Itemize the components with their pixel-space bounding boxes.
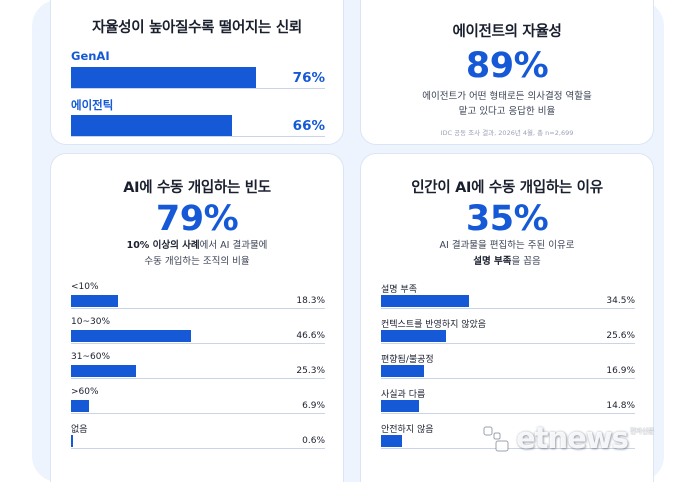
row-label: 10~30% xyxy=(71,317,110,327)
row-baseline xyxy=(381,308,635,309)
row-baseline xyxy=(71,308,325,309)
row-baseline xyxy=(381,413,635,414)
description-bold: 10% 이상의 사례 xyxy=(126,240,200,251)
row-baseline xyxy=(71,343,325,344)
row-label: 사실과 다름 xyxy=(381,390,426,400)
row-value: 25.6% xyxy=(606,331,635,341)
row-label: 없음 xyxy=(71,425,88,435)
bar-label: GenAI xyxy=(71,49,110,63)
description-line-1: 에이전트가 어떤 형태로든 의사결정 역할을 xyxy=(422,91,592,102)
etnews-watermark: etnews 전자신문 xyxy=(482,419,667,459)
row-label: 설명 부족 xyxy=(381,285,417,295)
description-line-2: 수동 개입하는 조직의 비율 xyxy=(144,256,250,267)
description-line-1: AI 결과물을 편집하는 주된 이유로 xyxy=(439,240,575,251)
row-value: 34.5% xyxy=(606,296,635,306)
bar xyxy=(71,115,232,136)
card-title: AI에 수동 개입하는 빈도 xyxy=(123,180,271,196)
row-label: >60% xyxy=(71,387,99,397)
description-rest: 을 꼽음 xyxy=(511,256,541,267)
row-bar xyxy=(381,400,419,412)
watermark-text: etnews xyxy=(516,421,629,455)
row-label: 안전하지 않음 xyxy=(381,425,434,435)
row-value: 25.3% xyxy=(296,366,325,376)
source-note: IDC 공동 조사 결과, 2026년 4월, 총 n=2,699 xyxy=(440,129,574,137)
row-bar xyxy=(71,330,191,342)
description-rest: 에서 AI 결과물에 xyxy=(199,240,268,251)
description-bold: 설명 부족 xyxy=(473,256,512,267)
intervention-frequency-card: AI에 수동 개입하는 빈도 79% 10% 이상의 사례에서 AI 결과물에 … xyxy=(50,153,344,482)
row-bar xyxy=(381,365,424,377)
card-title: 자율성이 높아질수록 떨어지는 신뢰 xyxy=(92,20,302,36)
bar-baseline xyxy=(71,88,325,89)
row-value: 14.8% xyxy=(606,401,635,411)
row-bar xyxy=(381,330,446,342)
row-value: 18.3% xyxy=(296,296,325,306)
bar-baseline xyxy=(71,136,325,137)
etnews-logo-icon xyxy=(483,426,509,452)
row-value: 0.6% xyxy=(302,436,325,446)
bar-value: 76% xyxy=(292,70,325,86)
bar-label: 에이전틱 xyxy=(71,98,114,112)
row-label: 편향됨/불공정 xyxy=(381,355,434,365)
card-title: 인간이 AI에 수동 개입하는 이유 xyxy=(411,180,603,196)
row-bar xyxy=(71,400,89,412)
big-percent: 89% xyxy=(465,46,549,86)
card-title: 에이전트의 자율성 xyxy=(452,24,562,40)
row-baseline xyxy=(381,343,635,344)
agent-autonomy-card: 에이전트의 자율성 89% 에이전트가 어떤 형태로든 의사결정 역할을 맡고 … xyxy=(360,0,654,145)
watermark-subtext: 전자신문 xyxy=(630,427,654,435)
row-bar xyxy=(71,435,73,447)
big-percent: 35% xyxy=(465,199,549,239)
row-baseline xyxy=(71,448,325,449)
row-label: 31~60% xyxy=(71,352,110,362)
description-line-2: 설명 부족을 꼽음 xyxy=(361,254,653,269)
row-bar xyxy=(71,365,136,377)
bar-value: 66% xyxy=(292,118,325,134)
intervention-reason-card: 인간이 AI에 수동 개입하는 이유 35% AI 결과물을 편집하는 주된 이… xyxy=(360,153,654,482)
row-bar xyxy=(381,435,402,447)
row-bar xyxy=(381,295,469,307)
row-label: 컨텍스트를 반영하지 않았음 xyxy=(381,320,487,330)
row-bar xyxy=(71,295,118,307)
autonomy-trust-card: 자율성이 높아질수록 떨어지는 신뢰 GenAI 76% 에이전틱 66% xyxy=(50,0,344,145)
big-percent: 79% xyxy=(155,199,239,239)
row-value: 16.9% xyxy=(606,366,635,376)
row-baseline xyxy=(381,378,635,379)
row-baseline xyxy=(71,378,325,379)
row-label: <10% xyxy=(71,282,99,292)
description-line-2: 맡고 있다고 응답한 비율 xyxy=(458,106,556,117)
row-value: 46.6% xyxy=(296,331,325,341)
description-line-1: 10% 이상의 사례에서 AI 결과물에 xyxy=(51,238,343,253)
row-value: 6.9% xyxy=(302,401,325,411)
row-baseline xyxy=(71,413,325,414)
bar xyxy=(71,67,256,88)
